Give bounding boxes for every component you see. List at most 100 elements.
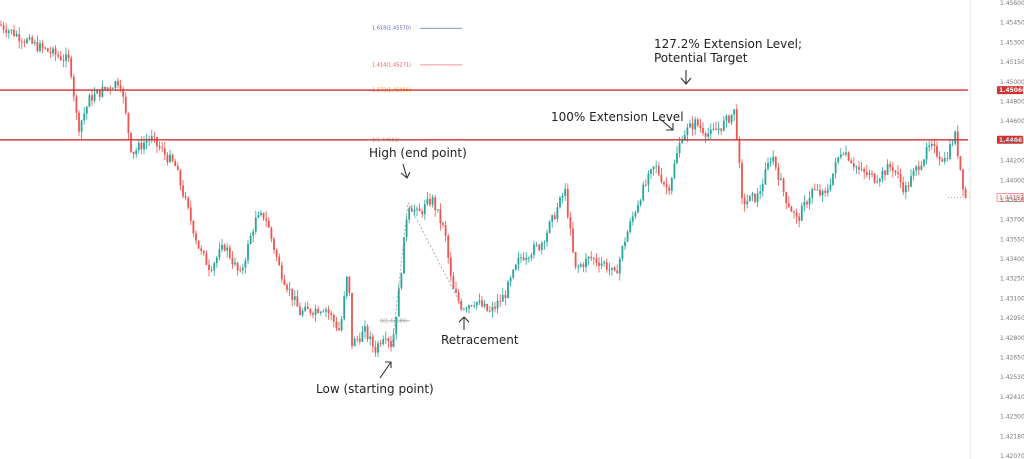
candle-body	[72, 76, 75, 97]
candle-body	[366, 326, 369, 340]
candle-body	[735, 109, 738, 140]
candle-body	[507, 281, 509, 299]
candle-body	[959, 156, 962, 170]
price-tick-label: 1.44200	[1000, 158, 1024, 165]
candle-body	[652, 166, 655, 170]
candle-body	[917, 166, 920, 170]
candle-body	[371, 336, 374, 347]
candle-body	[699, 125, 702, 128]
candle-body	[169, 154, 171, 163]
candle-body	[543, 241, 546, 243]
candle-body	[712, 128, 715, 130]
candle-body	[234, 262, 236, 265]
candle-body	[556, 207, 559, 220]
candle-body	[920, 165, 923, 170]
candle-body	[166, 154, 169, 163]
candle-body	[26, 39, 28, 43]
candle-body	[20, 41, 23, 43]
candle-body	[668, 187, 671, 191]
candle-body	[70, 57, 73, 77]
candle-body	[964, 189, 967, 198]
candle-body	[197, 240, 200, 249]
candle-body	[535, 244, 538, 246]
candle-body	[145, 140, 148, 143]
candle-body	[150, 136, 153, 140]
candle-body	[304, 306, 307, 311]
candle-body	[434, 197, 437, 211]
annotations: 127.2% Extension Level; Potential Target…	[316, 37, 802, 396]
candle-body	[28, 37, 31, 40]
candle-body	[252, 231, 255, 236]
candle-body	[254, 217, 257, 232]
candle-body	[408, 208, 411, 220]
level-price-text: 1.44661	[999, 137, 1024, 144]
candle-body	[379, 343, 382, 345]
fibonacci-extension-tool[interactable]: 1.618(1.45570)1.414(1.45271)1.272(1.4506…	[372, 26, 463, 347]
candle-body	[681, 140, 684, 144]
candle-body	[353, 338, 356, 347]
candle-body	[340, 319, 343, 331]
candle-body	[403, 236, 405, 274]
candle-body	[540, 242, 543, 251]
candle-body	[486, 304, 489, 311]
candle-body	[878, 178, 881, 182]
candle-body	[912, 170, 915, 176]
candle-body	[512, 269, 515, 278]
candle-body	[215, 257, 218, 264]
candle-body	[184, 196, 187, 198]
candle-body	[436, 209, 439, 211]
candle-body	[525, 257, 528, 260]
candle-body	[41, 43, 44, 48]
candle-body	[416, 208, 418, 210]
candle-body	[509, 277, 512, 282]
candle-body	[582, 264, 585, 268]
candle-body	[657, 165, 660, 175]
candle-body	[322, 311, 325, 313]
candle-body	[743, 197, 746, 205]
candle-body	[618, 258, 621, 274]
candle-body	[704, 133, 707, 137]
candle-body	[639, 200, 642, 205]
candle-body	[91, 95, 93, 101]
candle-body	[364, 326, 366, 332]
candle-body	[837, 157, 840, 163]
candle-body	[491, 306, 494, 312]
candle-body	[345, 276, 348, 297]
candle-body	[595, 258, 598, 263]
candle-body	[504, 294, 507, 299]
price-tick-label: 1.44800	[1000, 98, 1024, 105]
candle-body	[663, 182, 665, 185]
candle-body	[590, 256, 593, 259]
candle-body	[106, 87, 109, 90]
price-tick-label: 1.42180	[1000, 433, 1024, 440]
horizontal-levels[interactable]: 1.45066 1.44661 1.44192	[0, 86, 1024, 202]
candle-body	[611, 267, 613, 270]
candle-body	[176, 166, 179, 171]
candle-body	[221, 244, 223, 250]
price-tick-label: 1.45300	[1000, 39, 1024, 46]
candle-body	[813, 188, 816, 190]
candle-body	[431, 197, 434, 205]
candle-body	[574, 252, 577, 267]
candle-body	[348, 276, 351, 293]
candle-body	[439, 209, 442, 224]
candle-body	[275, 250, 278, 257]
candle-body	[533, 244, 535, 255]
candle-body	[75, 96, 78, 113]
candle-body	[629, 221, 632, 233]
candle-body	[244, 260, 247, 268]
candle-body	[249, 235, 252, 244]
candle-body	[800, 205, 803, 221]
candle-body	[104, 86, 106, 90]
price-axis[interactable]: 1.45600 1.45450 1.45300 1.45150 1.45000 1.448…	[969, 0, 1024, 459]
candle-body	[806, 201, 808, 205]
candle-body	[31, 37, 34, 44]
candle-body	[754, 193, 756, 202]
candle-body	[179, 170, 182, 186]
candle-body	[626, 232, 629, 242]
candle-body	[189, 207, 192, 221]
candle-body	[915, 166, 918, 171]
candle-body	[46, 48, 49, 52]
candle-body	[369, 336, 372, 340]
candle-body	[161, 147, 164, 149]
